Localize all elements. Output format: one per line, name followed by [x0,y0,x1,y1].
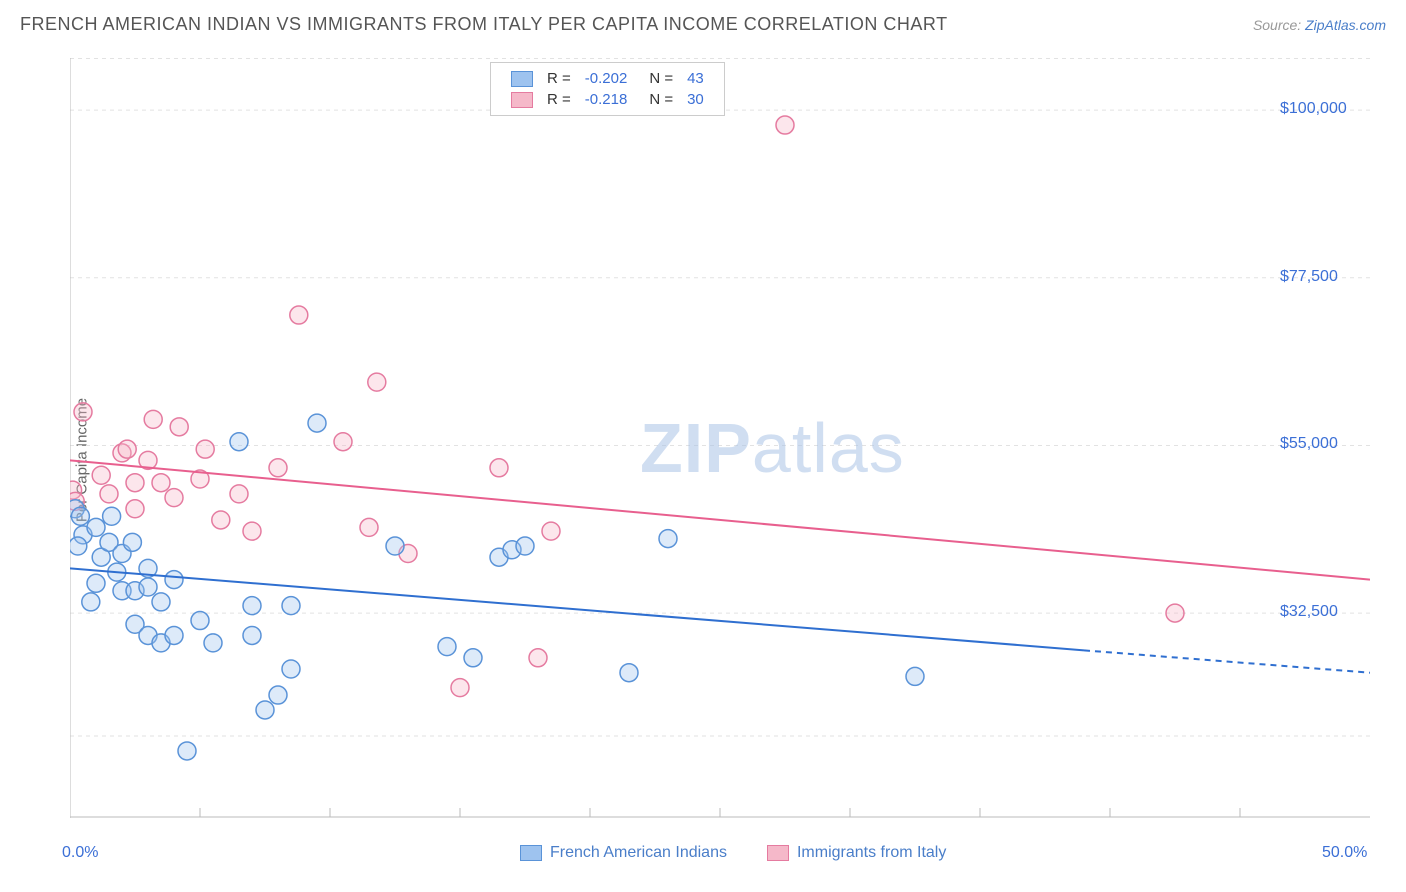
y-tick-label: $77,500 [1280,268,1338,286]
legend-item: Immigrants from Italy [767,844,946,862]
legend-swatch-icon [520,845,542,861]
source-link[interactable]: ZipAtlas.com [1305,17,1386,33]
legend-stats-table: R =-0.202N =43R =-0.218N =30 [503,67,712,111]
legend-stats: R =-0.202N =43R =-0.218N =30 [490,62,725,116]
legend-stat-row: R =-0.202N =43 [505,69,710,88]
legend-swatch-icon [511,92,533,108]
r-value: -0.218 [579,90,634,109]
r-value: -0.202 [579,69,634,88]
n-label: N = [635,69,679,88]
r-label: R = [541,69,577,88]
legend-label: French American Indians [550,844,727,862]
legend-item: French American Indians [520,844,727,862]
legend-swatch-icon [767,845,789,861]
legend-series: French American Indians Immigrants from I… [520,844,986,866]
chart-area: Per Capita Income ZIPatlas R =-0.202N =4… [20,48,1386,872]
n-value: 43 [681,69,710,88]
y-tick-label: $32,500 [1280,603,1338,621]
legend-stat-row: R =-0.218N =30 [505,90,710,109]
n-label: N = [635,90,679,109]
legend-swatch-icon [511,71,533,87]
header: FRENCH AMERICAN INDIAN VS IMMIGRANTS FRO… [0,0,1406,43]
legend-label: Immigrants from Italy [797,844,946,862]
source-label: Source: ZipAtlas.com [1253,17,1386,33]
n-value: 30 [681,90,710,109]
y-tick-label: $100,000 [1280,100,1347,118]
scatter-plot [70,58,1370,818]
chart-title: FRENCH AMERICAN INDIAN VS IMMIGRANTS FRO… [20,14,948,35]
y-tick-label: $55,000 [1280,435,1338,453]
x-tick-max: 50.0% [1322,844,1367,862]
x-tick-min: 0.0% [62,844,98,862]
source-prefix: Source: [1253,17,1305,33]
r-label: R = [541,90,577,109]
